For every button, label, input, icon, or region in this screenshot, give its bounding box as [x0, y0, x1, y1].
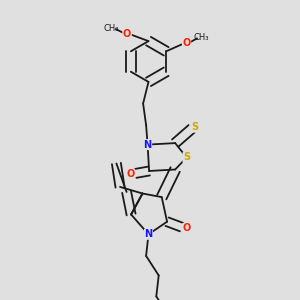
Text: N: N	[143, 140, 152, 150]
Text: O: O	[183, 223, 191, 233]
Text: S: S	[191, 122, 198, 132]
Text: S: S	[183, 152, 190, 163]
Text: O: O	[126, 169, 135, 179]
Text: CH₃: CH₃	[194, 33, 209, 42]
Text: O: O	[182, 38, 191, 48]
Text: CH₃: CH₃	[103, 24, 119, 33]
Text: O: O	[123, 28, 131, 39]
Text: N: N	[144, 229, 153, 239]
